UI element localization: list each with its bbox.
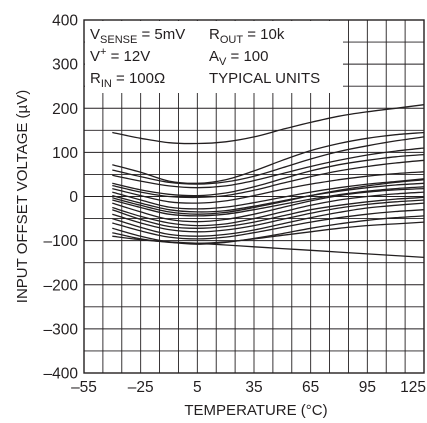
series-line <box>112 191 425 227</box>
series-line <box>112 196 425 229</box>
condition-value: = 10k <box>243 26 285 43</box>
y-tick-label: 300 <box>52 57 78 74</box>
x-tick-label: –55 <box>71 379 97 396</box>
series-line <box>112 202 425 237</box>
y-tick-label: 0 <box>69 189 78 206</box>
series-lines <box>112 104 425 259</box>
condition-text: V+ = 12V <box>90 46 150 65</box>
condition-value: = 100 <box>226 48 268 65</box>
series-line <box>112 209 425 240</box>
y-tick-labels: 400 300 200 100 0 –100 –200 –300 –400 <box>44 13 79 383</box>
condition-symbol: R <box>209 26 220 43</box>
condition-subscript: IN <box>101 78 112 90</box>
x-tick-labels: –55 –25 5 35 65 95 125 <box>71 379 426 396</box>
series-line <box>112 182 425 213</box>
condition-text: RIN = 100Ω <box>90 70 165 90</box>
condition-value: = 5mV <box>137 26 185 43</box>
condition-value: = 12V <box>106 48 150 65</box>
condition-value: = 100Ω <box>112 70 165 87</box>
condition-text: TYPICAL UNITS <box>209 70 320 87</box>
y-tick-label: –200 <box>44 277 79 294</box>
x-tick-label: 65 <box>302 379 319 396</box>
series-line <box>112 104 425 145</box>
series-line <box>112 131 425 184</box>
series-line <box>112 187 425 223</box>
condition-text: VSENSE = 5mV <box>90 26 185 46</box>
condition-symbol: A <box>209 48 219 65</box>
series-line <box>112 159 425 199</box>
x-tick-label: 5 <box>193 379 202 396</box>
series-line <box>112 171 425 204</box>
y-axis-title: INPUT OFFSET VOLTAGE (µV) <box>14 90 31 303</box>
condition-text: AV = 100 <box>209 48 268 68</box>
y-tick-label: 100 <box>52 145 78 162</box>
series-line <box>112 186 425 217</box>
condition-symbol: V <box>90 48 100 65</box>
condition-subscript: SENSE <box>100 34 137 46</box>
series-line <box>112 147 425 189</box>
x-tick-label: –25 <box>128 379 154 396</box>
series-line <box>112 235 425 259</box>
series-line <box>112 178 425 210</box>
y-tick-label: 400 <box>52 13 78 30</box>
y-tick-label: –300 <box>44 321 79 338</box>
condition-symbol: V <box>90 26 100 43</box>
plot-frame <box>83 19 425 374</box>
condition-text: ROUT = 10k <box>209 26 285 46</box>
x-tick-label: 125 <box>400 379 426 396</box>
x-tick-label: 95 <box>359 379 376 396</box>
condition-value: TYPICAL UNITS <box>209 70 320 87</box>
y-tick-label: –100 <box>44 233 79 250</box>
y-tick-label: 200 <box>52 101 78 118</box>
series-line <box>112 136 425 185</box>
y-tick-label: –400 <box>44 366 79 383</box>
x-tick-label: 35 <box>245 379 262 396</box>
condition-symbol: R <box>90 70 101 87</box>
series-line <box>112 153 425 197</box>
condition-subscript: OUT <box>220 34 244 46</box>
condition-subscript: V <box>219 56 227 68</box>
series-line <box>112 179 425 215</box>
series-line <box>112 199 425 233</box>
condition-superscript: + <box>100 46 106 58</box>
conditions-box <box>85 21 343 93</box>
x-axis-title: TEMPERATURE (°C) <box>184 402 327 419</box>
